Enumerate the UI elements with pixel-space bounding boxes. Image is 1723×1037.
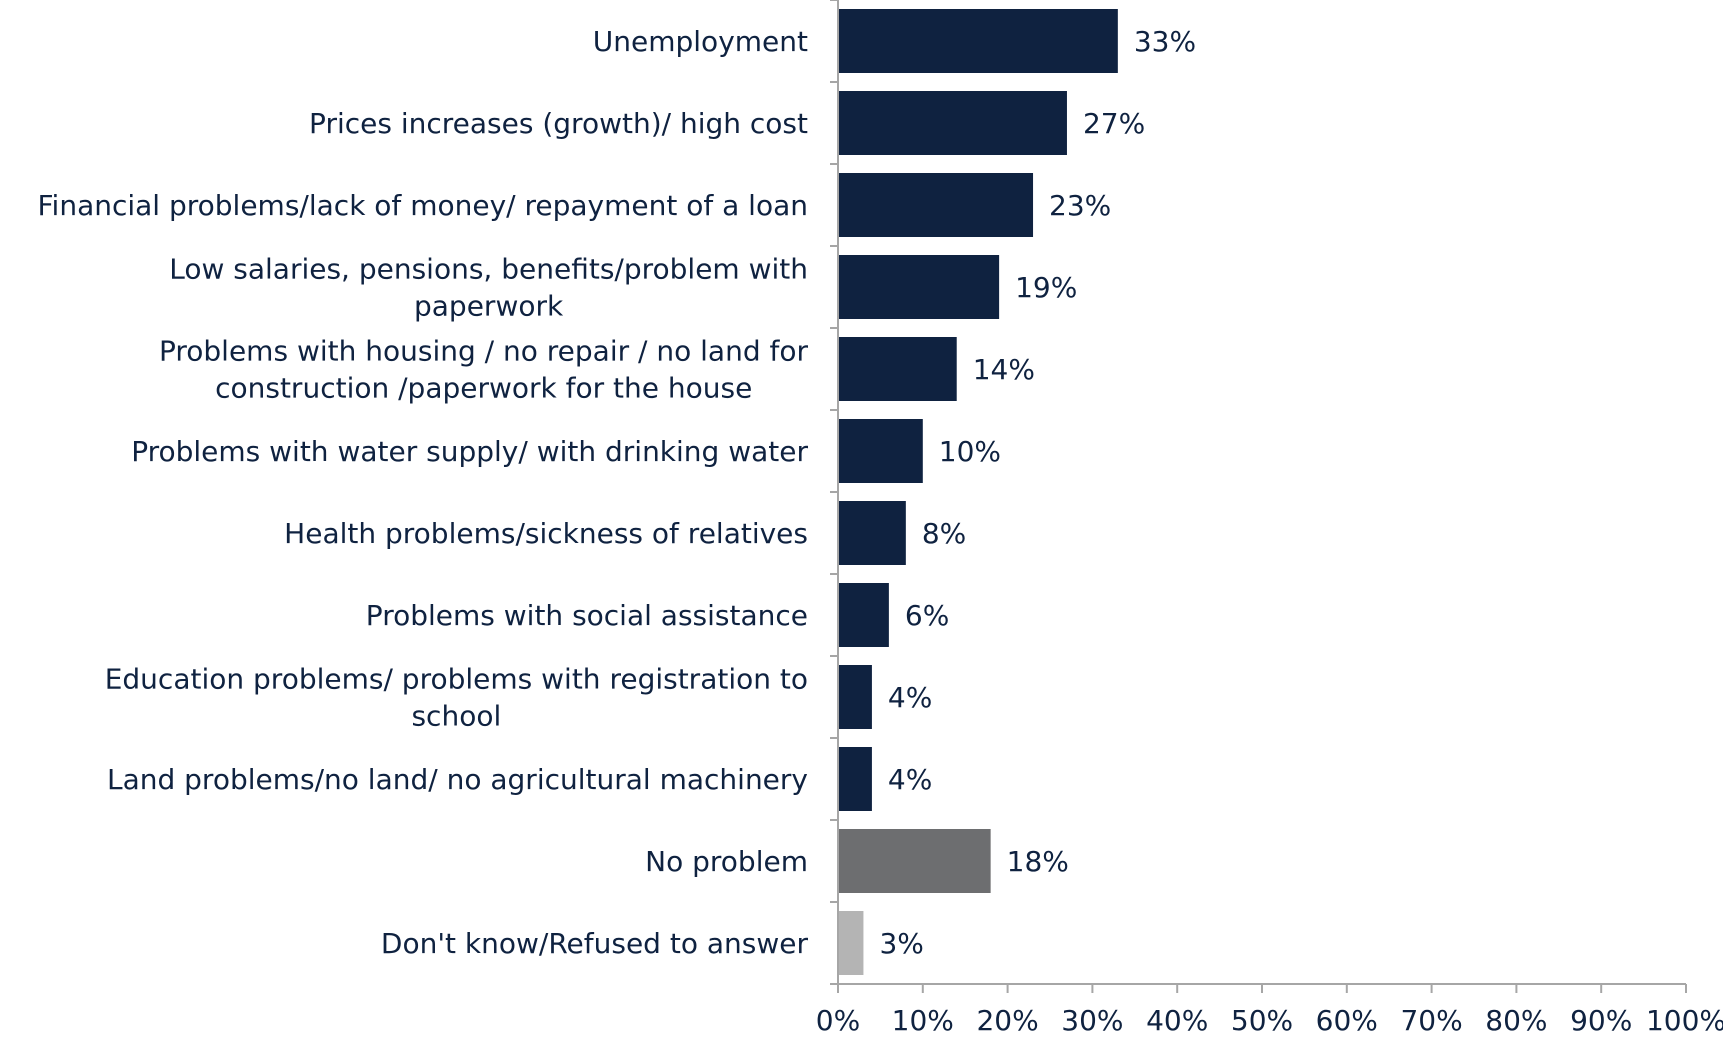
bar-4: [838, 337, 957, 401]
bar-1: [838, 91, 1067, 155]
value-label-3: 19%: [1015, 271, 1077, 304]
x-tick-label: 40%: [1146, 1004, 1208, 1037]
x-tick-label: 100%: [1646, 1004, 1723, 1037]
value-label-6: 8%: [922, 517, 966, 550]
category-label-line: Health problems/sickness of relatives: [284, 517, 808, 550]
category-label-line: school: [411, 700, 501, 733]
bar-5: [838, 419, 923, 483]
value-label-8: 4%: [888, 681, 932, 714]
category-label-line: Financial problems/lack of money/ repaym…: [37, 189, 808, 222]
category-label-5: Problems with water supply/ with drinkin…: [131, 435, 808, 468]
category-label-line: Land problems/no land/ no agricultural m…: [107, 763, 808, 796]
value-label-1: 27%: [1083, 107, 1145, 140]
category-label-line: Don't know/Refused to answer: [381, 927, 809, 960]
category-label-1: Prices increases (growth)/ high cost: [309, 107, 808, 140]
value-label-0: 33%: [1134, 25, 1196, 58]
x-tick-label: 50%: [1231, 1004, 1293, 1037]
labels-layer: 33% Unemployment 27% Prices increases (grow…: [37, 25, 1196, 960]
value-label-7: 6%: [905, 599, 949, 632]
value-label-2: 23%: [1049, 189, 1111, 222]
x-tick-label: 60%: [1316, 1004, 1378, 1037]
bar-2: [838, 173, 1034, 237]
value-label-10: 18%: [1007, 845, 1069, 878]
x-tick-label: 0%: [816, 1004, 860, 1037]
x-tick-label: 10%: [892, 1004, 954, 1037]
value-label-5: 10%: [939, 435, 1001, 468]
bar-11: [838, 911, 864, 975]
axis-layer: 0% 10% 20% 30% 40% 50% 60% 70% 80% 90% 100%: [816, 0, 1723, 1037]
category-label-8: Education problems/ problems with regist…: [105, 663, 808, 733]
category-label-line: Problems with housing / no repair / no l…: [159, 335, 808, 368]
bar-10: [838, 829, 991, 893]
category-label-line: Unemployment: [593, 25, 808, 58]
x-tick-label: 90%: [1570, 1004, 1632, 1037]
value-label-9: 4%: [888, 763, 932, 796]
category-label-7: Problems with social assistance: [366, 599, 808, 632]
bars-layer: [838, 9, 1118, 975]
x-tick-label: 80%: [1485, 1004, 1547, 1037]
category-label-9: Land problems/no land/ no agricultural m…: [107, 763, 808, 796]
category-label-line: Problems with social assistance: [366, 599, 808, 632]
category-label-line: Education problems/ problems with regist…: [105, 663, 808, 696]
bar-3: [838, 255, 1000, 319]
bar-6: [838, 501, 906, 565]
x-tick-label: 30%: [1061, 1004, 1123, 1037]
bar-7: [838, 583, 889, 647]
category-label-0: Unemployment: [593, 25, 808, 58]
category-label-line: Problems with water supply/ with drinkin…: [131, 435, 808, 468]
category-label-3: Low salaries, pensions, benefits/problem…: [169, 253, 808, 323]
category-label-10: No problem: [645, 845, 808, 878]
category-label-line: Low salaries, pensions, benefits/problem…: [169, 253, 808, 286]
category-label-11: Don't know/Refused to answer: [381, 927, 809, 960]
x-tick-label: 70%: [1400, 1004, 1462, 1037]
value-label-11: 3%: [879, 927, 923, 960]
category-label-6: Health problems/sickness of relatives: [284, 517, 808, 550]
category-label-line: No problem: [645, 845, 808, 878]
category-label-4: Problems with housing / no repair / no l…: [159, 335, 808, 405]
category-label-line: construction /paperwork for the house: [215, 372, 752, 405]
value-label-4: 14%: [973, 353, 1035, 386]
category-label-2: Financial problems/lack of money/ repaym…: [37, 189, 808, 222]
x-tick-label: 20%: [976, 1004, 1038, 1037]
category-label-line: Prices increases (growth)/ high cost: [309, 107, 808, 140]
category-label-line: paperwork: [414, 290, 564, 323]
bar-8: [838, 665, 872, 729]
bar-0: [838, 9, 1118, 73]
bar-9: [838, 747, 872, 811]
